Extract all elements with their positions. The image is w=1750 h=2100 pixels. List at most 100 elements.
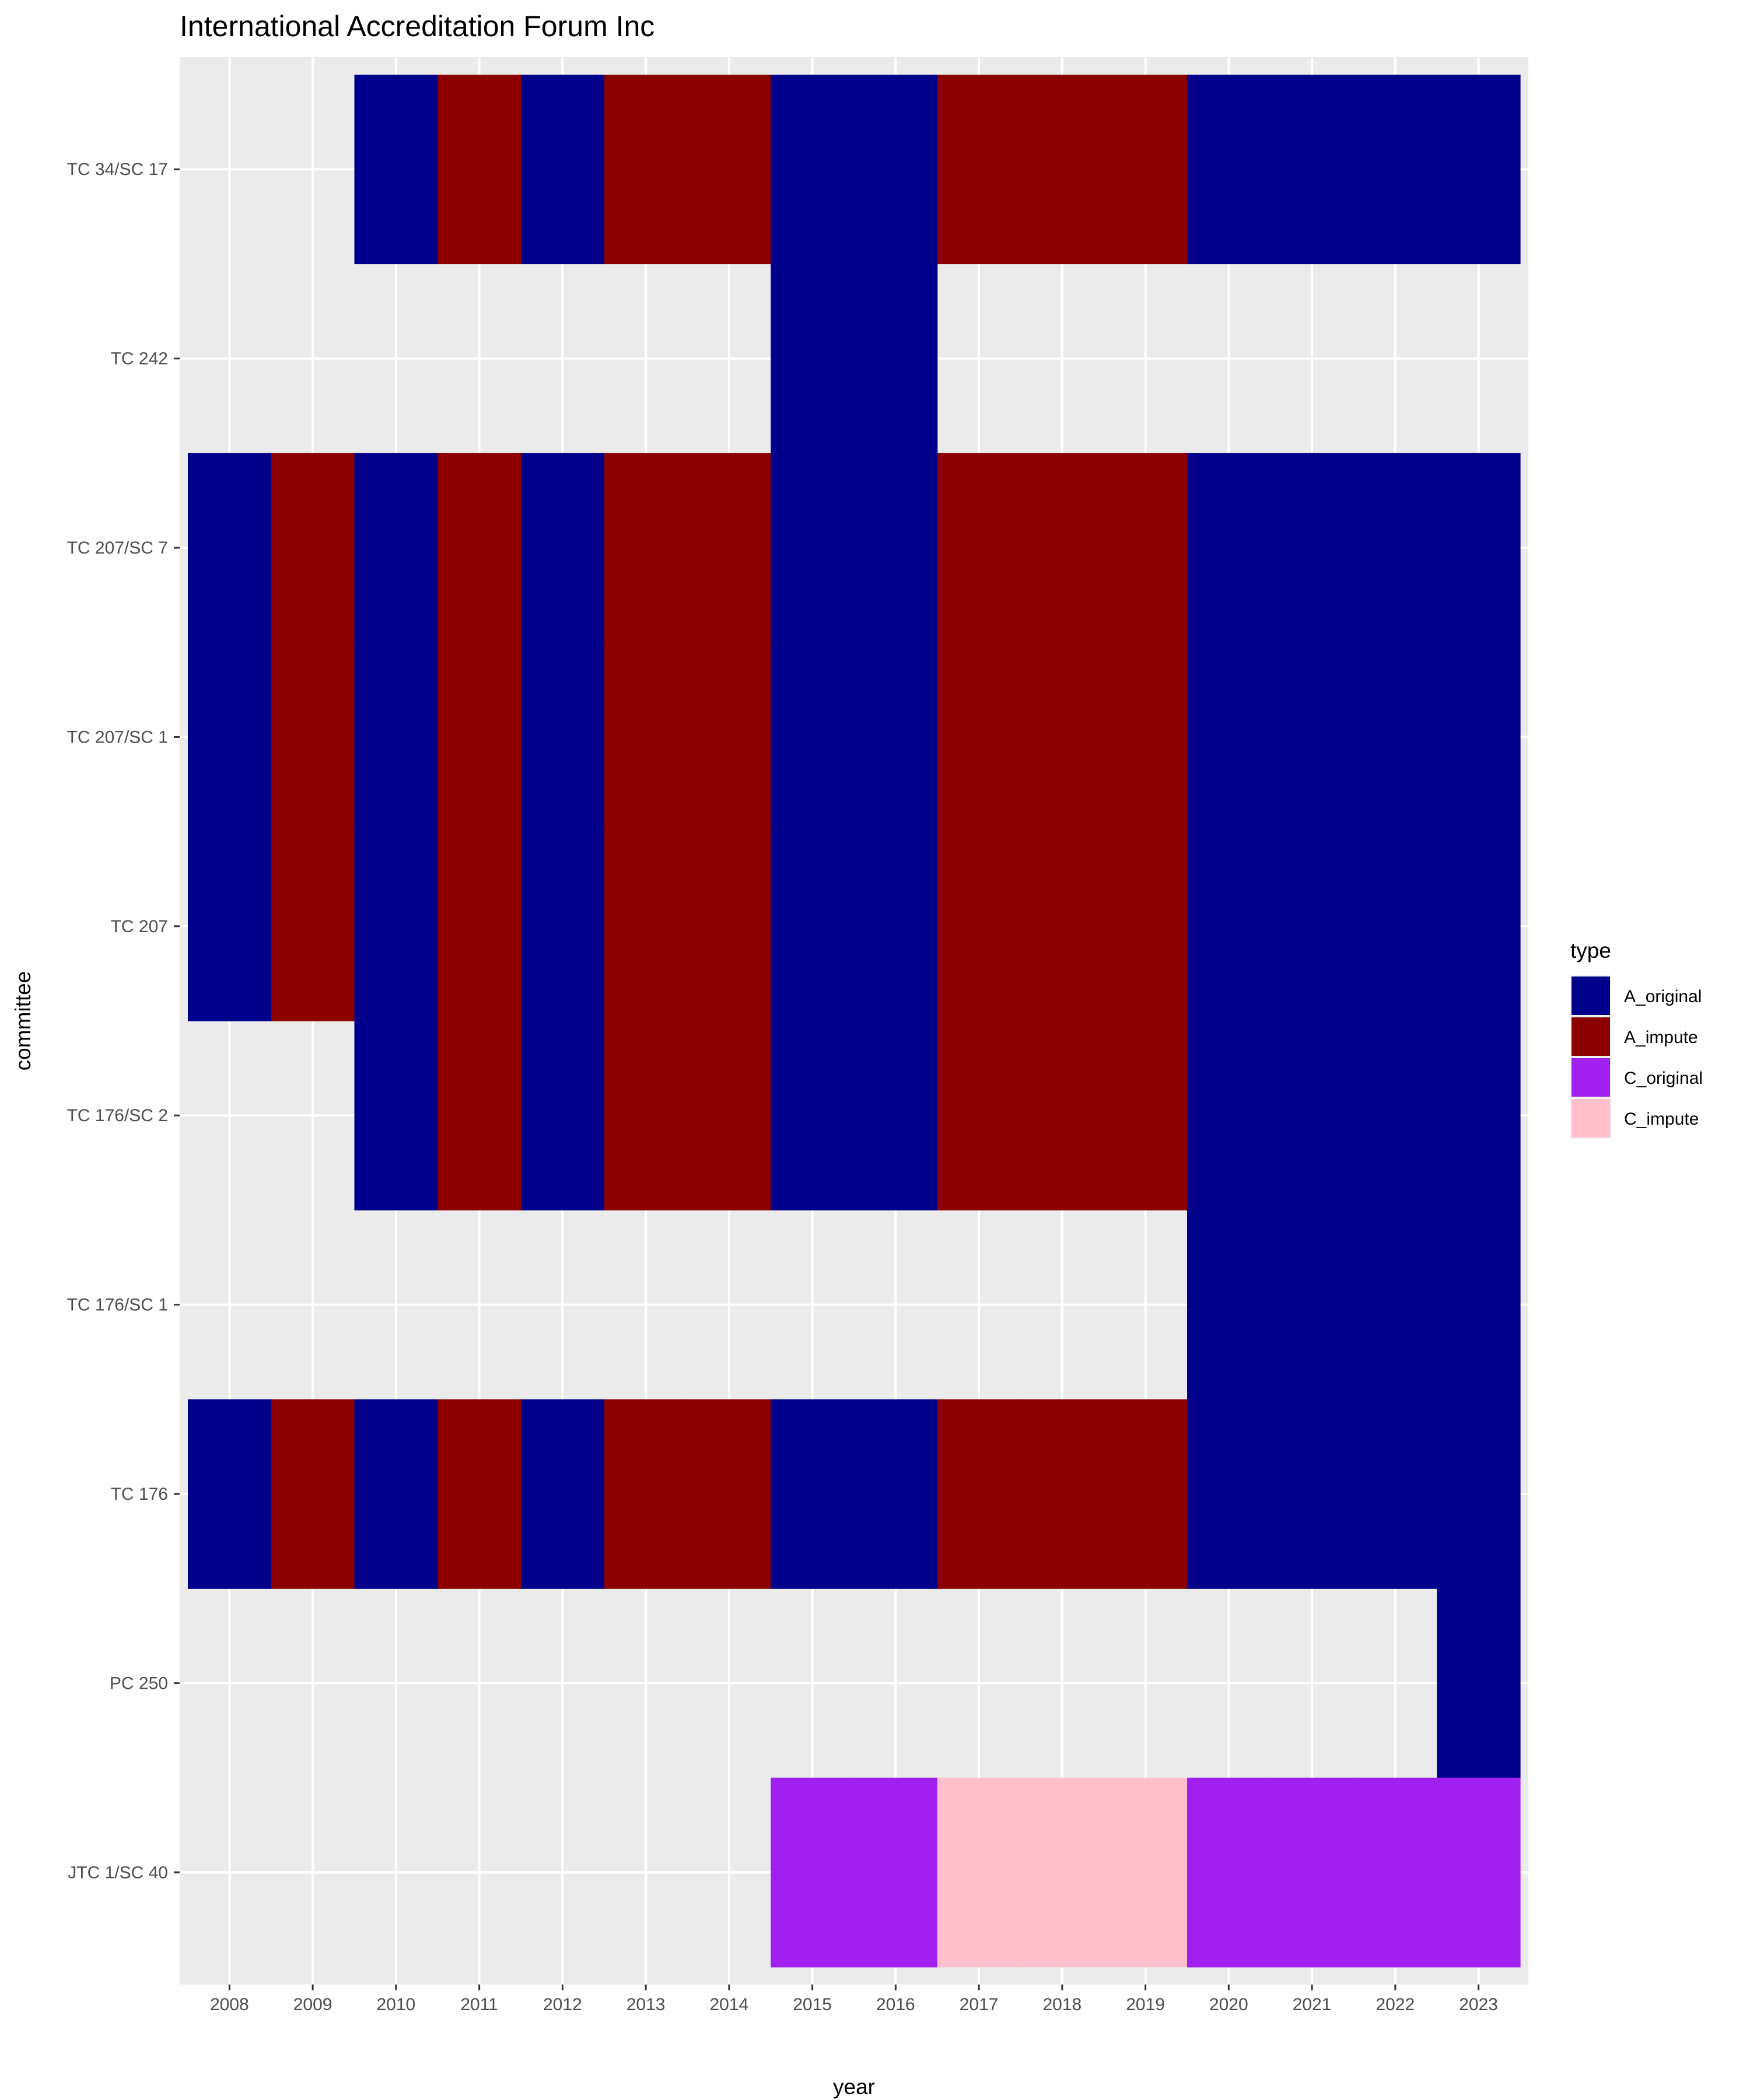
x-tick-label: 2011 [460,1995,498,2014]
y-tick-label: TC 242 [111,349,168,369]
cell-tc-207-sc-7-2018 [1020,453,1104,643]
cell-tc-207-2019 [1104,831,1188,1021]
cell-tc-207-2023 [1437,831,1521,1021]
x-tick-label: 2014 [710,1995,749,2014]
x-tick-label: 2017 [960,1995,999,2014]
cell-tc-176-2011 [438,1399,522,1589]
heatmap-cells [188,75,1521,1968]
cell-tc-176-2023 [1437,1399,1521,1589]
x-tick-label: 2016 [876,1995,915,2014]
y-tick-label: TC 207/SC 1 [67,727,168,747]
cell-tc-176-sc-2-2016 [854,1021,938,1210]
cell-tc-207-2008 [188,831,272,1021]
y-axis-ticks: TC 34/SC 17 TC 242 TC 207/SC 7 TC 207/SC 1 T… [67,160,180,1882]
cell-pc-250-2023 [1437,1588,1521,1779]
y-axis-title: committee [11,971,35,1071]
cell-tc-34-sc-17-2021 [1270,75,1354,264]
cell-tc-207-2017 [937,831,1021,1021]
cell-jtc-1-sc-40-2017 [937,1777,1021,1968]
cell-tc-176-2016 [854,1399,938,1589]
cell-tc-176-2020 [1187,1399,1271,1589]
cell-tc-207-sc-7-2019 [1104,453,1188,643]
cell-tc-34-sc-17-2017 [937,75,1021,264]
x-tick-label: 2009 [293,1995,332,2014]
cell-tc-34-sc-17-2014 [687,75,771,264]
cell-tc-207-sc-7-2015 [771,453,855,643]
x-tick-label: 2023 [1459,1995,1498,2014]
legend-swatch-c-impute [1572,1099,1610,1138]
cell-tc-207-2011 [438,831,522,1021]
cell-tc-207-sc-1-2014 [687,642,771,832]
x-tick-label: 2012 [543,1995,582,2014]
y-tick-label: TC 207 [111,917,168,936]
cell-tc-207-sc-7-2011 [438,453,522,643]
cell-tc-34-sc-17-2019 [1104,75,1188,264]
legend-swatch-a-original [1572,977,1610,1015]
cell-tc-207-2013 [604,831,688,1021]
cell-tc-176-sc-1-2023 [1437,1210,1521,1400]
cell-tc-207-sc-7-2014 [687,453,771,643]
cell-tc-207-sc-7-2016 [854,453,938,643]
y-tick-label: JTC 1/SC 40 [68,1863,168,1882]
cell-tc-207-sc-1-2015 [771,642,855,832]
cell-tc-176-sc-2-2020 [1187,1021,1271,1210]
cell-tc-207-sc-1-2008 [188,642,272,832]
x-axis-title: year [833,2075,875,2099]
cell-tc-176-2008 [188,1399,272,1589]
cell-jtc-1-sc-40-2020 [1187,1777,1271,1968]
cell-tc-176-sc-2-2019 [1104,1021,1188,1210]
cell-tc-242-2015 [771,264,855,454]
y-tick-label: TC 207/SC 7 [67,538,168,558]
cell-tc-176-2009 [271,1399,355,1589]
cell-tc-207-sc-7-2022 [1353,453,1437,643]
cell-tc-207-sc-1-2021 [1270,642,1354,832]
cell-tc-207-sc-1-2013 [604,642,688,832]
cell-tc-34-sc-17-2015 [771,75,855,264]
cell-tc-207-sc-7-2010 [354,453,438,643]
y-tick-label: TC 34/SC 17 [67,160,168,179]
cell-tc-176-sc-2-2018 [1020,1021,1104,1210]
cell-tc-207-2020 [1187,831,1271,1021]
legend-swatch-a-impute [1572,1017,1610,1056]
legend: type A_original A_impute C_original C_imput… [1570,939,1703,1139]
cell-tc-176-2021 [1270,1399,1354,1589]
cell-tc-242-2016 [854,264,938,454]
cell-tc-176-2022 [1353,1399,1437,1589]
cell-tc-207-2009 [271,831,355,1021]
cell-tc-176-2010 [354,1399,438,1589]
cell-tc-207-sc-1-2009 [271,642,355,832]
cell-tc-207-2014 [687,831,771,1021]
cell-tc-207-sc-1-2016 [854,642,938,832]
cell-tc-176-sc-1-2022 [1353,1210,1437,1400]
cell-tc-176-sc-2-2011 [438,1021,522,1210]
y-tick-label: TC 176 [111,1485,168,1504]
cell-jtc-1-sc-40-2018 [1020,1777,1104,1968]
cell-tc-207-sc-1-2020 [1187,642,1271,832]
cell-tc-207-2021 [1270,831,1354,1021]
cell-tc-207-sc-1-2010 [354,642,438,832]
cell-tc-207-2010 [354,831,438,1021]
x-tick-label: 2013 [626,1995,666,2014]
cell-tc-207-sc-1-2012 [521,642,605,832]
x-tick-label: 2010 [377,1995,416,2014]
cell-tc-176-sc-2-2012 [521,1021,605,1210]
cell-tc-207-sc-7-2017 [937,453,1021,643]
cell-tc-176-2012 [521,1399,605,1589]
cell-jtc-1-sc-40-2015 [771,1777,855,1968]
cell-tc-176-2015 [771,1399,855,1589]
cell-tc-207-sc-1-2019 [1104,642,1188,832]
cell-tc-176-2017 [937,1399,1021,1589]
cell-tc-34-sc-17-2018 [1020,75,1104,264]
cell-tc-207-sc-1-2017 [937,642,1021,832]
cell-tc-176-2019 [1104,1399,1188,1589]
x-tick-label: 2015 [793,1995,832,2014]
cell-tc-176-sc-1-2020 [1187,1210,1271,1400]
y-tick-label: TC 176/SC 1 [67,1296,168,1315]
chart-title: International Accreditation Forum Inc [180,10,654,43]
cell-jtc-1-sc-40-2022 [1353,1777,1437,1968]
y-tick-label: TC 176/SC 2 [67,1106,168,1125]
cell-tc-176-sc-2-2022 [1353,1021,1437,1210]
cell-tc-207-sc-1-2018 [1020,642,1104,832]
